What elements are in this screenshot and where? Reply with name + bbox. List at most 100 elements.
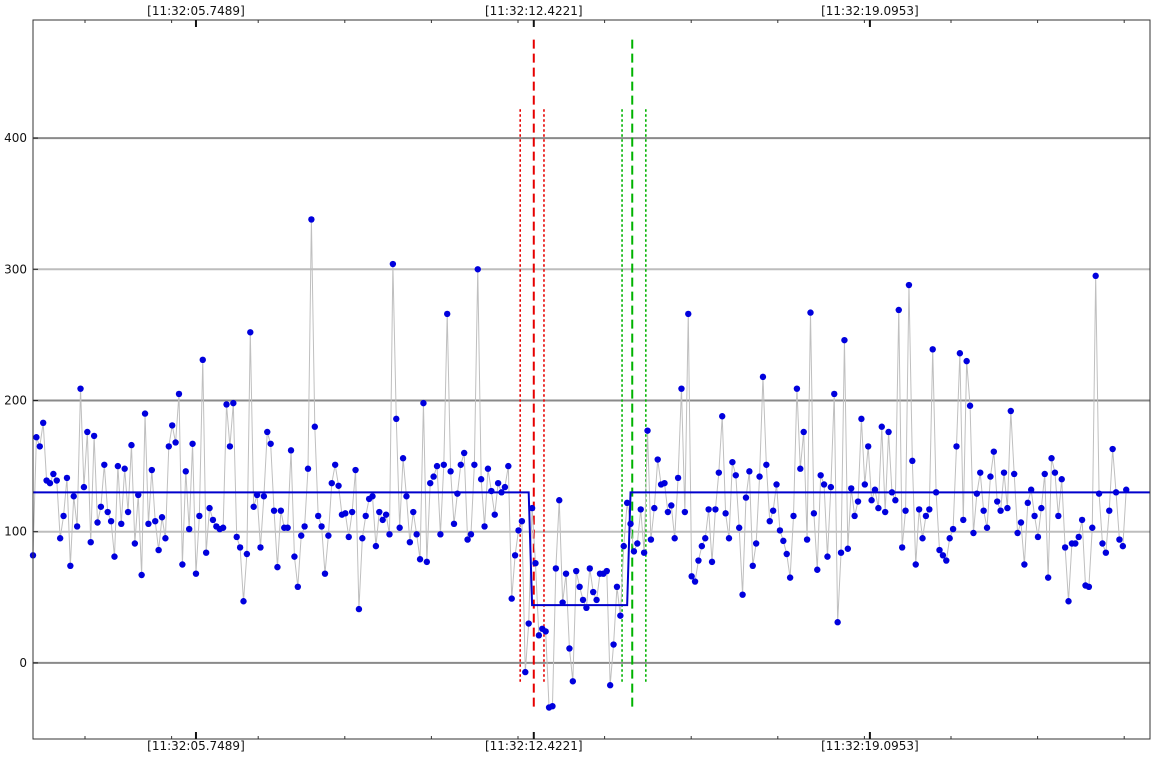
data-point xyxy=(691,578,699,585)
data-point xyxy=(240,598,247,605)
data-point xyxy=(956,350,964,357)
data-point xyxy=(522,668,529,676)
data-point xyxy=(321,570,329,577)
data-point xyxy=(138,571,145,579)
data-point xyxy=(253,491,261,499)
data-point xyxy=(759,373,767,381)
data-point xyxy=(376,508,383,516)
data-point xyxy=(420,399,427,407)
data-point xyxy=(742,494,750,501)
data-point xyxy=(457,461,464,468)
data-point xyxy=(627,520,634,528)
data-point xyxy=(1017,519,1025,526)
data-point xyxy=(311,423,318,430)
data-point xyxy=(67,562,74,570)
data-point xyxy=(301,523,308,530)
data-point xyxy=(145,520,152,528)
data-point xyxy=(814,566,821,573)
data-point xyxy=(634,540,641,547)
data-point xyxy=(532,559,539,567)
data-point xyxy=(678,385,685,392)
data-point xyxy=(270,507,278,514)
data-point xyxy=(410,508,417,516)
data-point xyxy=(844,545,852,552)
data-point xyxy=(810,510,818,517)
data-point xyxy=(735,524,743,531)
mean-step-line xyxy=(33,491,1150,607)
data-point xyxy=(756,473,763,480)
data-point xyxy=(871,486,879,493)
data-point xyxy=(97,503,105,510)
data-point xyxy=(518,518,526,525)
data-point xyxy=(579,596,587,604)
data-point xyxy=(831,390,838,398)
data-point xyxy=(712,506,719,513)
data-point xyxy=(291,553,298,560)
data-point xyxy=(902,507,909,514)
axes xyxy=(32,19,1151,740)
data-point xyxy=(63,474,71,482)
data-point xyxy=(912,561,919,568)
data-point xyxy=(1123,486,1130,493)
data-point xyxy=(722,510,729,517)
data-point xyxy=(708,558,716,566)
data-point xyxy=(416,556,424,563)
data-point xyxy=(1089,524,1096,531)
data-point xyxy=(573,567,580,575)
data-point xyxy=(444,310,451,318)
data-point xyxy=(620,542,627,550)
data-point xyxy=(1007,407,1014,415)
data-point xyxy=(654,456,661,463)
data-point xyxy=(406,538,414,546)
data-point xyxy=(372,542,380,550)
data-point xyxy=(973,490,981,497)
data-point xyxy=(949,525,957,533)
data-point xyxy=(196,512,203,520)
data-point xyxy=(223,401,230,408)
data-point xyxy=(209,516,217,524)
data-point xyxy=(807,309,814,316)
data-point xyxy=(1021,561,1028,568)
data-point xyxy=(936,546,943,554)
y-tick-label: 100 xyxy=(4,525,27,539)
data-point xyxy=(274,563,281,571)
y-tick-label: 400 xyxy=(4,131,27,145)
data-point xyxy=(294,583,302,590)
data-point xyxy=(542,628,549,635)
data-point xyxy=(586,565,593,572)
data-point xyxy=(101,461,108,468)
y-tick-label: 300 xyxy=(4,262,27,276)
data-point xyxy=(630,548,638,555)
data-point xyxy=(817,472,824,479)
data-layer xyxy=(29,216,1150,711)
data-point xyxy=(335,482,342,489)
data-point xyxy=(491,511,498,518)
data-point xyxy=(325,532,332,539)
x-tick-label-bottom: [11:32:12.4221] xyxy=(485,739,583,753)
data-point xyxy=(647,536,655,543)
data-point xyxy=(488,487,495,495)
data-point xyxy=(460,449,468,457)
data-point xyxy=(155,546,162,554)
data-point xyxy=(525,620,532,627)
data-point xyxy=(33,434,40,441)
data-point xyxy=(1041,470,1048,478)
data-point xyxy=(60,512,67,520)
data-point xyxy=(169,422,176,429)
data-point xyxy=(46,479,54,487)
data-point xyxy=(179,561,186,568)
data-point xyxy=(505,462,512,470)
data-point xyxy=(909,457,916,465)
data-point xyxy=(1112,489,1120,496)
data-point xyxy=(396,524,403,531)
data-point xyxy=(953,443,960,450)
y-tick-label: 0 xyxy=(19,656,27,670)
data-point xyxy=(165,443,173,450)
data-point xyxy=(342,510,349,517)
data-point xyxy=(250,503,257,510)
data-point xyxy=(1092,272,1099,280)
data-point xyxy=(467,531,475,538)
data-point xyxy=(915,506,923,513)
data-point xyxy=(1061,544,1069,551)
data-point xyxy=(393,415,400,423)
